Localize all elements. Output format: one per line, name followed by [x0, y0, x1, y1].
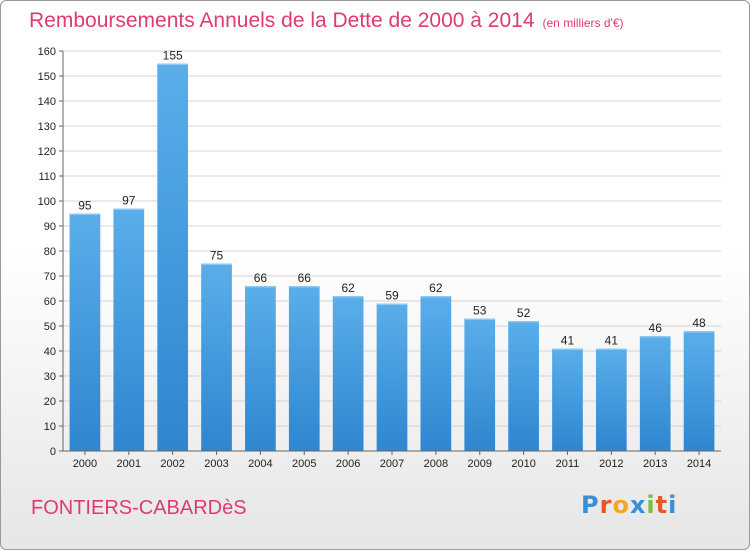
- bar-highlight: [683, 331, 715, 333]
- x-tick-label: 2000: [73, 458, 97, 470]
- bar-2014: [683, 331, 715, 451]
- y-tick-label: 60: [44, 296, 56, 308]
- bar-highlight: [376, 303, 408, 305]
- bar-2009: [464, 318, 496, 451]
- x-tick-label: 2009: [467, 458, 491, 470]
- bar-value-label: 62: [341, 281, 355, 295]
- bar-2002: [157, 63, 189, 451]
- bar-highlight: [639, 336, 671, 338]
- bar-2008: [420, 296, 452, 451]
- x-tick-label: 2008: [424, 458, 448, 470]
- x-tick-label: 2006: [336, 458, 360, 470]
- bar-2000: [69, 213, 101, 451]
- bar-highlight: [69, 213, 101, 215]
- y-tick-label: 40: [44, 346, 56, 358]
- logo-letter: P: [581, 491, 600, 519]
- x-tick-label: 2010: [511, 458, 535, 470]
- bar-2013: [639, 336, 671, 451]
- bar-value-label: 52: [517, 306, 531, 320]
- bar-2004: [245, 286, 276, 451]
- logo-letter: x: [629, 491, 647, 519]
- logo-letter: o: [612, 491, 630, 519]
- bar-highlight: [552, 348, 583, 350]
- bar-value-label: 46: [649, 321, 663, 335]
- bar-value-label: 59: [385, 289, 399, 303]
- commune-name: FONTIERS-CABARDèS: [31, 497, 247, 519]
- bar-2012: [595, 348, 627, 451]
- y-tick-label: 20: [44, 396, 56, 408]
- bar-highlight: [157, 63, 189, 65]
- bar-value-label: 48: [692, 316, 706, 330]
- logo-letter: r: [599, 491, 613, 519]
- x-tick-label: 2003: [204, 458, 228, 470]
- bar-2006: [332, 296, 364, 451]
- bar-2007: [376, 303, 408, 451]
- y-tick-label: 90: [44, 221, 56, 233]
- bar-2003: [201, 263, 232, 451]
- y-tick-label: 100: [38, 196, 56, 208]
- bar-value-label: 97: [122, 194, 136, 208]
- bar-highlight: [245, 286, 276, 288]
- bar-2011: [552, 348, 583, 451]
- x-tick-label: 2002: [160, 458, 184, 470]
- x-tick-label: 2001: [117, 458, 141, 470]
- bar-value-label: 53: [473, 304, 487, 318]
- bar-value-label: 66: [298, 271, 312, 285]
- y-tick-label: 160: [38, 46, 56, 58]
- y-tick-label: 0: [50, 446, 56, 458]
- bar-highlight: [508, 321, 539, 323]
- proxiti-logo[interactable]: Proxiti: [581, 491, 677, 519]
- axis-layer: 0 10 20 30 40 50 60 70 80 90 100 110 120 130 140 150 160…: [38, 46, 721, 470]
- bar-value-label: 66: [254, 271, 268, 285]
- y-tick-label: 70: [44, 271, 56, 283]
- x-tick-label: 2007: [380, 458, 404, 470]
- bar-2001: [113, 208, 145, 451]
- y-tick-label: 10: [44, 421, 56, 433]
- bar-value-label: 41: [561, 334, 575, 348]
- logo-letter: i: [668, 491, 678, 519]
- bar-2010: [508, 321, 539, 451]
- bar-layer: [69, 63, 715, 451]
- logo-letter: t: [655, 491, 669, 519]
- bar-value-label: 41: [605, 334, 619, 348]
- x-tick-label: 2012: [599, 458, 623, 470]
- x-tick-label: 2013: [643, 458, 667, 470]
- chart-title-block: Remboursements Annuels de la Dette de 20…: [29, 9, 624, 33]
- y-tick-label: 130: [38, 121, 56, 133]
- y-tick-label: 30: [44, 371, 56, 383]
- logo-letter: i: [646, 491, 656, 519]
- bar-highlight: [201, 263, 232, 265]
- chart-subtitle: (en milliers d'€): [542, 16, 624, 30]
- bar-value-label: 75: [210, 249, 224, 263]
- chart-title: Remboursements Annuels de la Dette de 20…: [29, 9, 535, 32]
- x-tick-label: 2014: [687, 458, 711, 470]
- x-tick-label: 2005: [292, 458, 316, 470]
- y-tick-label: 110: [38, 171, 56, 183]
- bar-highlight: [595, 348, 627, 350]
- bar-highlight: [113, 208, 145, 210]
- bar-highlight: [464, 318, 496, 320]
- bar-value-label: 62: [429, 281, 443, 295]
- y-tick-label: 150: [38, 71, 56, 83]
- bar-value-label: 155: [163, 49, 183, 63]
- x-tick-label: 2004: [248, 458, 272, 470]
- bar-highlight: [288, 286, 320, 288]
- y-tick-label: 140: [38, 96, 56, 108]
- y-tick-label: 80: [44, 246, 56, 258]
- bar-value-label: 95: [78, 199, 92, 213]
- bar-highlight: [332, 296, 364, 298]
- x-tick-label: 2011: [556, 458, 580, 470]
- bar-2005: [288, 286, 320, 451]
- y-tick-label: 50: [44, 321, 56, 333]
- bar-highlight: [420, 296, 452, 298]
- y-tick-label: 120: [38, 146, 56, 158]
